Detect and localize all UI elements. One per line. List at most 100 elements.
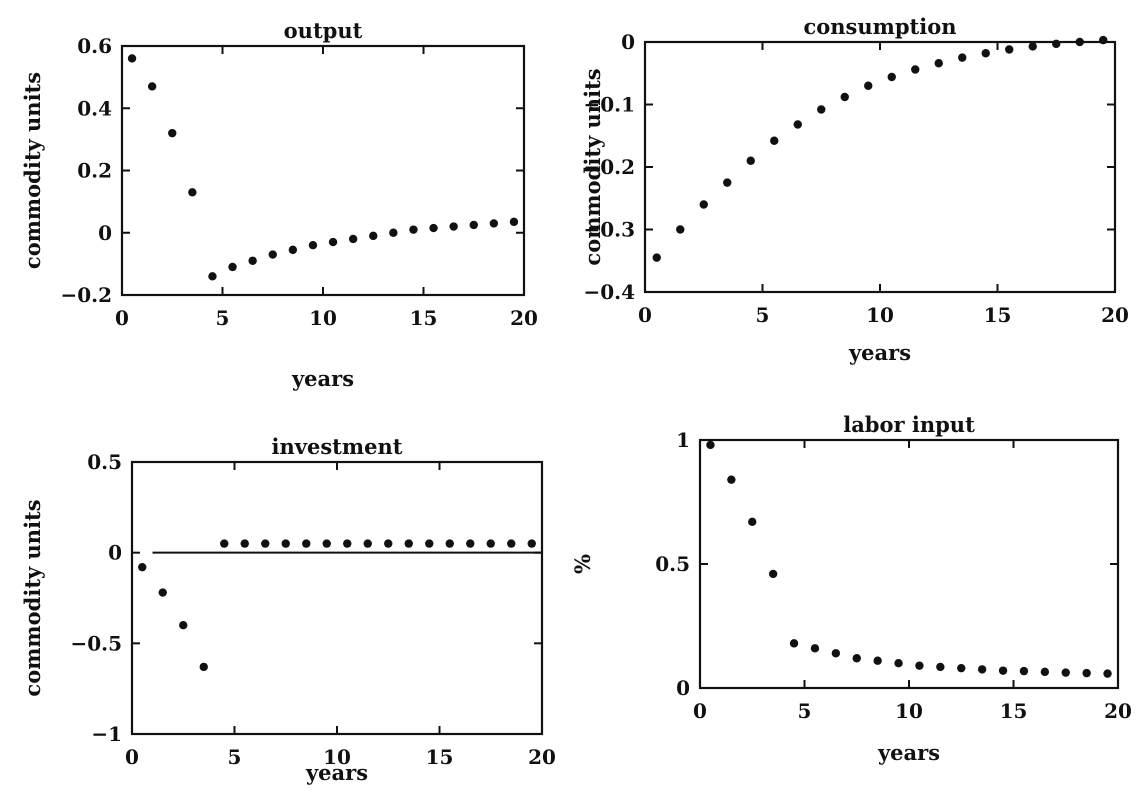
data-point [268, 250, 277, 259]
y-tick-label: −0.1 [583, 93, 635, 117]
data-point [1099, 35, 1108, 45]
data-point [817, 105, 826, 114]
data-point [228, 262, 237, 272]
data-point [1005, 45, 1014, 54]
x-tick-label: 0 [125, 745, 139, 769]
x-tick-label: 20 [510, 306, 538, 330]
data-point [445, 539, 454, 548]
data-point [1061, 668, 1070, 677]
data-point [281, 539, 290, 548]
data-point [1075, 37, 1084, 47]
data-point [404, 539, 413, 548]
data-point [873, 656, 882, 665]
data-point [389, 228, 398, 237]
data-point [793, 120, 802, 129]
data-point [746, 156, 755, 165]
x-tick-label: 0 [638, 303, 652, 327]
data-point [527, 539, 536, 548]
data-point [466, 539, 475, 548]
x-tick-label: 15 [426, 745, 454, 769]
data-point [158, 588, 167, 597]
data-point [409, 225, 418, 234]
data-point [770, 136, 779, 145]
data-point [977, 665, 987, 674]
data-point [768, 569, 778, 579]
x-axis-label: years [291, 366, 354, 391]
y-tick-label: 0.2 [77, 159, 112, 183]
y-tick-label: 1 [676, 428, 690, 452]
y-tick-label: −0.3 [583, 218, 635, 242]
data-point [789, 639, 799, 648]
data-point [864, 81, 873, 90]
data-point [343, 539, 352, 548]
x-tick-label: 10 [309, 306, 337, 330]
chart-title: consumption [803, 14, 956, 39]
data-point [363, 539, 372, 548]
data-point [449, 222, 458, 231]
data-point [369, 231, 378, 241]
data-point [429, 223, 438, 233]
x-tick-label: 20 [528, 745, 556, 769]
data-point [486, 539, 495, 548]
data-point [1028, 42, 1037, 51]
data-point [208, 272, 217, 281]
chart-labor-input: labor input 0 5 10 15 20 0 0.5 1 years% [570, 412, 1132, 765]
chart-title: investment [272, 434, 403, 459]
y-tick-label: 0.5 [655, 552, 690, 576]
data-point [810, 644, 820, 653]
data-point [328, 237, 338, 247]
data-point [240, 539, 249, 548]
x-axis-label: years [877, 740, 940, 765]
data-point [934, 59, 943, 68]
data-point [911, 65, 920, 74]
x-tick-label: 5 [216, 306, 230, 330]
data-point [288, 245, 298, 255]
x-tick-label: 5 [228, 745, 242, 769]
data-point [489, 219, 499, 228]
y-axis-label: commodity units [20, 499, 45, 696]
data-point [852, 654, 861, 663]
x-axis-label: years [305, 760, 368, 785]
data-point [199, 662, 208, 672]
data-point [261, 539, 270, 548]
y-axis-label: commodity units [20, 72, 45, 269]
data-point [469, 220, 478, 230]
data-point [1040, 667, 1050, 677]
data-point [981, 49, 990, 58]
chart-consumption: consumption 0 5 10 15 20 −0.4 −0.3 −0.2 −0.1 0 year… [580, 14, 1129, 365]
data-point [1019, 666, 1029, 676]
data-point [840, 92, 849, 102]
data-point [248, 256, 257, 265]
y-tick-label: 0 [98, 221, 112, 245]
data-point [706, 440, 715, 450]
x-tick-label: 20 [1104, 699, 1132, 723]
x-tick-label: 5 [798, 699, 812, 723]
data-point [322, 539, 331, 548]
y-tick-label: 0.4 [77, 96, 112, 120]
data-point [998, 666, 1008, 675]
plot-frame [130, 460, 544, 736]
x-tick-label: 15 [1000, 699, 1028, 723]
x-tick-label: 10 [895, 699, 923, 723]
x-tick-label: 5 [756, 303, 770, 327]
data-point [958, 53, 967, 62]
plot-frame [643, 40, 1117, 294]
x-tick-label: 0 [115, 306, 129, 330]
chart-title: labor input [843, 412, 975, 437]
x-tick-label: 15 [984, 303, 1012, 327]
data-point [748, 517, 757, 527]
y-tick-label: 0 [676, 676, 690, 700]
y-tick-label: −0.5 [70, 631, 122, 655]
data-point [1103, 669, 1112, 678]
data-point [302, 539, 311, 548]
data-point [652, 253, 661, 262]
chart-title: output [284, 18, 363, 43]
data-point [168, 128, 177, 138]
y-tick-label: 0.6 [77, 34, 112, 58]
x-tick-label: 20 [1101, 303, 1129, 327]
data-point [915, 661, 924, 670]
y-tick-label: 0.5 [87, 450, 122, 474]
y-tick-label: −1 [91, 722, 122, 746]
data-point [425, 539, 434, 548]
